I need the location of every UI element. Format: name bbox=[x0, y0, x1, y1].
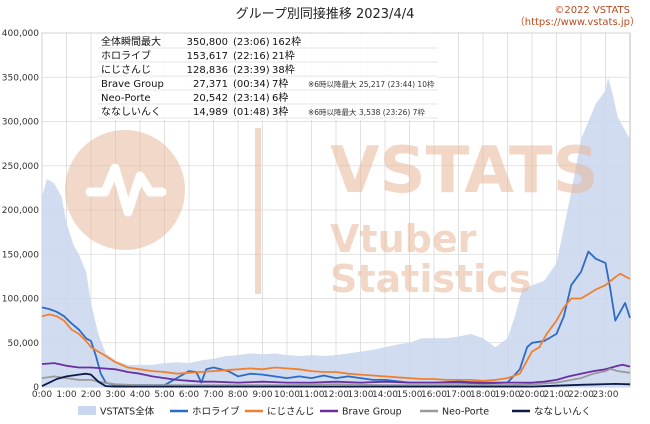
summary-name: にじさんじ bbox=[101, 64, 151, 76]
summary-value: 27,371 bbox=[193, 79, 228, 90]
watermark-line3: Statistics bbox=[330, 257, 531, 301]
x-tick-label: 22:00 bbox=[568, 390, 594, 400]
y-tick-label: 250,000 bbox=[2, 162, 39, 172]
x-tick-label: 19:00 bbox=[495, 390, 521, 400]
summary-note: ※6時以降最大 3,538 (23:26) 7枠 bbox=[308, 107, 425, 117]
x-tick-label: 21:00 bbox=[544, 390, 570, 400]
x-tick-label: 3:00 bbox=[105, 390, 125, 400]
series-line-1 bbox=[41, 250, 631, 387]
summary-frames: 7枠 bbox=[272, 77, 288, 90]
series-line-3 bbox=[41, 362, 631, 384]
x-tick-label: 6:00 bbox=[179, 390, 199, 400]
summary-frames: 162枠 bbox=[272, 35, 301, 48]
watermark-logo-icon bbox=[65, 130, 185, 250]
summary-time: (00:34) bbox=[233, 79, 270, 90]
summary-frames: 21枠 bbox=[272, 49, 295, 62]
summary-time: (23:06) bbox=[233, 37, 270, 48]
summary-time: (23:39) bbox=[233, 65, 270, 76]
summary-note: ※6時以降最大 25,217 (23:44) 10枠 bbox=[308, 79, 435, 89]
x-tick-label: 1:00 bbox=[56, 390, 76, 400]
series-lines-layer bbox=[41, 250, 631, 388]
summary-time: (23:14) bbox=[233, 93, 270, 104]
summary-frames: 38枠 bbox=[272, 63, 295, 76]
x-tick-label: 5:00 bbox=[154, 390, 174, 400]
series-line-2 bbox=[41, 272, 631, 382]
x-tick-label: 2:00 bbox=[81, 390, 101, 400]
y-tick-label: 50,000 bbox=[8, 339, 40, 349]
y-tick-label: 300,000 bbox=[2, 118, 39, 128]
summary-frames: 3枠 bbox=[272, 105, 288, 118]
x-tick-label: 4:00 bbox=[130, 390, 150, 400]
watermark-line2: Vtuber bbox=[330, 217, 477, 261]
x-tick-label: 10:00 bbox=[274, 390, 300, 400]
y-tick-label: 350,000 bbox=[2, 73, 39, 83]
x-tick-label: 15:00 bbox=[397, 390, 423, 400]
summary-value: 153,617 bbox=[187, 51, 228, 62]
summary-value: 350,800 bbox=[187, 37, 228, 48]
x-tick-label: 7:00 bbox=[203, 390, 223, 400]
x-tick-label: 11:00 bbox=[299, 390, 325, 400]
watermark: VSTATS Vtuber Statistics bbox=[65, 128, 599, 301]
series-area-total bbox=[42, 77, 630, 388]
x-tick-label: 9:00 bbox=[252, 390, 272, 400]
summary-name: ななしいんく bbox=[101, 106, 161, 118]
y-tick-label: 0 bbox=[33, 383, 39, 393]
credit-copyright: ©2022 VSTATS bbox=[554, 5, 630, 16]
x-tick-label: 16:00 bbox=[421, 390, 447, 400]
summary-time: (01:48) bbox=[233, 107, 270, 118]
summary-name: Neo-Porte bbox=[101, 93, 151, 104]
x-tick-label: 20:00 bbox=[519, 390, 545, 400]
x-tick-label: 14:00 bbox=[372, 390, 398, 400]
legend-label: にじさんじ bbox=[267, 407, 315, 418]
summary-name: Brave Group bbox=[101, 79, 164, 90]
series-line-4 bbox=[41, 368, 631, 387]
y-tick-label: 200,000 bbox=[2, 206, 39, 216]
series-line-5 bbox=[41, 372, 631, 388]
watermark-line1: VSTATS bbox=[330, 134, 599, 208]
summary-time: (22:16) bbox=[233, 51, 270, 62]
watermark-divider bbox=[255, 128, 261, 294]
x-tick-label: 0:00 bbox=[32, 390, 52, 400]
x-tick-label: 12:00 bbox=[323, 390, 349, 400]
x-tick-label: 13:00 bbox=[348, 390, 374, 400]
x-tick-label: 8:00 bbox=[228, 390, 248, 400]
credit-url: （https://www.vstats.jp） bbox=[515, 16, 640, 28]
y-tick-label: 100,000 bbox=[2, 295, 39, 305]
legend-label: Brave Group bbox=[342, 407, 402, 418]
summary-value: 128,836 bbox=[187, 65, 228, 76]
summary-value: 20,542 bbox=[193, 93, 228, 104]
chart-title: グループ別同接推移 2023/4/4 bbox=[236, 6, 415, 22]
summary-name: ホロライブ bbox=[101, 49, 151, 62]
legend-label: VSTATS全体 bbox=[100, 406, 155, 418]
y-axis: 0 50,000 100,000 150,000 200,000 250,000 300,0… bbox=[2, 29, 39, 393]
y-tick-label: 400,000 bbox=[2, 29, 39, 39]
y-tick-label: 150,000 bbox=[2, 250, 39, 260]
legend-swatch bbox=[78, 406, 96, 415]
legend-label: Neo-Porte bbox=[442, 407, 489, 418]
x-axis: 0:00 1:00 2:00 3:00 4:00 5:00 6:00 7:00 8:00 9:00… bbox=[32, 390, 619, 400]
summary-background bbox=[98, 34, 438, 120]
x-tick-label: 23:00 bbox=[593, 390, 619, 400]
legend-label: ホロライブ bbox=[192, 406, 240, 418]
summary-value: 14,989 bbox=[193, 107, 228, 118]
legend: VSTATS全体 ホロライブ にじさんじ Brave Group Neo-Porte なな… bbox=[78, 406, 591, 418]
total-area-layer bbox=[42, 77, 630, 388]
x-tick-label: 18:00 bbox=[470, 390, 496, 400]
summary-name: 全体瞬間最大 bbox=[101, 35, 161, 48]
x-tick-label: 17:00 bbox=[446, 390, 472, 400]
legend-label: ななしいんく bbox=[534, 407, 591, 418]
summary-frames: 6枠 bbox=[272, 91, 288, 104]
